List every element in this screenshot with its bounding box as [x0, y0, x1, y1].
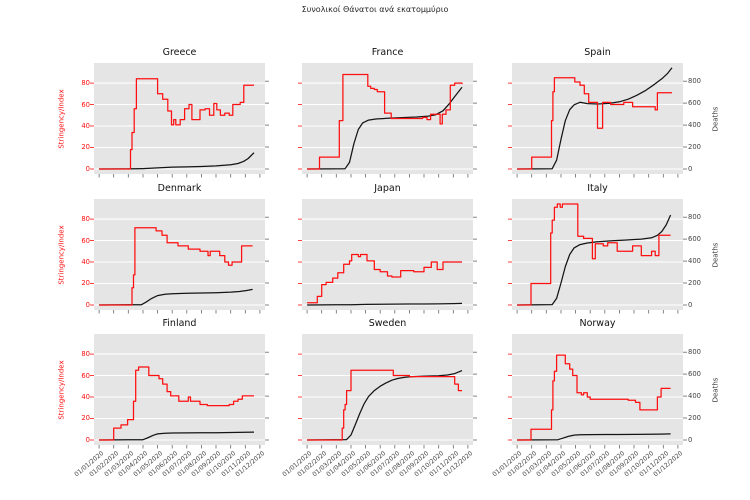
right-axis-tick-label: 800: [688, 213, 701, 222]
deaths-line: [99, 152, 255, 170]
left-axis-tick-label: 40: [81, 258, 90, 266]
subplot-finland: Finland 0 20 40 60 80 Stringency/Index 01/01/20…: [58, 318, 269, 478]
deaths-line: [99, 431, 255, 441]
right-axis-label: Deaths: [709, 63, 721, 174]
subplot-title: Japan: [374, 183, 401, 194]
panel-background: [94, 63, 265, 174]
left-axis-label: Stringency/Index: [56, 334, 68, 445]
right-axis-tick-label: 400: [688, 121, 701, 130]
stringency-line: [517, 354, 671, 441]
subplot-title: France: [371, 47, 404, 58]
right-axis-label-text: Deaths: [711, 106, 720, 131]
subplot-denmark: Denmark 0 20 40 60 80 Stringency/Index: [58, 183, 269, 314]
chart-canvas: [508, 199, 687, 314]
left-axis-tick-label: 40: [81, 393, 90, 401]
left-axis-label: Stringency/Index: [56, 63, 68, 174]
stringency-line: [307, 73, 463, 170]
left-axis-tick-label: 80: [81, 350, 90, 359]
subplot-sweden: Sweden 01/01/2020 01/02/2020 01/03/2020 01/0…: [282, 318, 477, 478]
subplot-title: Norway: [579, 318, 616, 329]
subplot-title: Denmark: [157, 183, 202, 194]
right-axis-tick-label: 200: [688, 143, 701, 152]
left-axis-tick-label: 0: [85, 300, 90, 309]
left-axis-tick-label: 60: [81, 371, 90, 380]
stringency-line: [307, 253, 462, 304]
chart-canvas: [90, 63, 269, 178]
left-axis-tick-label: 20: [81, 143, 90, 152]
left-axis-tick-label: 60: [81, 236, 90, 245]
left-axis-label-text: Stringency/Index: [58, 88, 67, 149]
deaths-line: [307, 302, 463, 306]
right-axis-tick-label: 600: [688, 99, 701, 108]
left-axis-tick-label: 80: [81, 79, 90, 88]
right-axis-tick-label: 800: [688, 77, 701, 86]
right-axis-tick-label: 600: [688, 370, 701, 379]
chart-canvas: [90, 334, 269, 449]
right-axis-tick-label: 400: [688, 257, 701, 266]
figure-title: Συνολικοί Θάνατοι ανά εκατομμύριο: [301, 5, 449, 14]
right-axis-tick-label: 0: [688, 435, 693, 444]
right-axis-tick-label: 0: [688, 164, 693, 173]
left-axis-tick-label: 20: [81, 279, 90, 288]
left-axis-tick-label: 0: [85, 435, 90, 444]
right-axis-label: Deaths: [709, 334, 721, 445]
panel-background: [302, 334, 473, 445]
right-axis-label-text: Deaths: [711, 377, 720, 402]
stringency-line: [99, 366, 254, 441]
chart-canvas: [508, 334, 687, 449]
right-axis-tick-label: 800: [688, 348, 701, 357]
chart-canvas: [298, 63, 477, 178]
right-axis-label: Deaths: [709, 199, 721, 310]
left-axis-tick-label: 40: [81, 122, 90, 130]
chart-canvas: [90, 199, 269, 314]
stringency-line: [517, 203, 671, 306]
chart-canvas: [508, 63, 687, 178]
deaths-line: [99, 288, 253, 306]
subplot-title: Finland: [162, 318, 197, 329]
deaths-line: [307, 370, 463, 441]
subplot-spain: Spain 0 200 400 600 800 Deaths: [508, 47, 719, 178]
panel-background: [302, 199, 473, 310]
subplot-italy: Italy 0 200 400 600 800 Deaths: [508, 183, 719, 314]
left-axis-label-text: Stringency/Index: [58, 359, 67, 420]
right-axis-tick-label: 400: [688, 392, 701, 401]
subplot-norway: Norway 0 200 400 600 800 Deaths 01/01/2020 01/02…: [492, 318, 719, 478]
stringency-line: [99, 227, 253, 306]
subplot-title: Italy: [587, 183, 608, 194]
subplot-title: Sweden: [368, 318, 407, 329]
stringency-line: [307, 369, 462, 441]
right-axis-tick-label: 200: [688, 279, 701, 288]
panel-background: [512, 199, 683, 310]
subplot-greece: Greece 0 20 40 60 80 Stringency/Index: [58, 47, 269, 178]
left-axis-tick-label: 0: [85, 164, 90, 173]
stringency-line: [517, 77, 672, 170]
right-axis-label-text: Deaths: [711, 242, 720, 267]
stringency-line: [99, 78, 254, 170]
chart-canvas: [298, 199, 477, 314]
right-axis-tick-label: 200: [688, 414, 701, 423]
subplot-france: France: [298, 47, 477, 178]
subplot-title: Greece: [162, 47, 197, 58]
chart-canvas: [298, 334, 477, 449]
left-axis-label-text: Stringency/Index: [58, 224, 67, 285]
left-axis-tick-label: 20: [81, 414, 90, 423]
panel-background: [94, 334, 265, 445]
left-axis-label: Stringency/Index: [56, 199, 68, 310]
panel-background: [512, 334, 683, 445]
left-axis-tick-label: 60: [81, 100, 90, 109]
right-axis-tick-label: 0: [688, 300, 693, 309]
subplot-title: Spain: [584, 47, 611, 58]
deaths-line: [517, 433, 671, 441]
subplot-japan: Japan: [298, 183, 477, 314]
left-axis-tick-label: 80: [81, 215, 90, 224]
deaths-line: [307, 86, 463, 170]
right-axis-tick-label: 600: [688, 235, 701, 244]
